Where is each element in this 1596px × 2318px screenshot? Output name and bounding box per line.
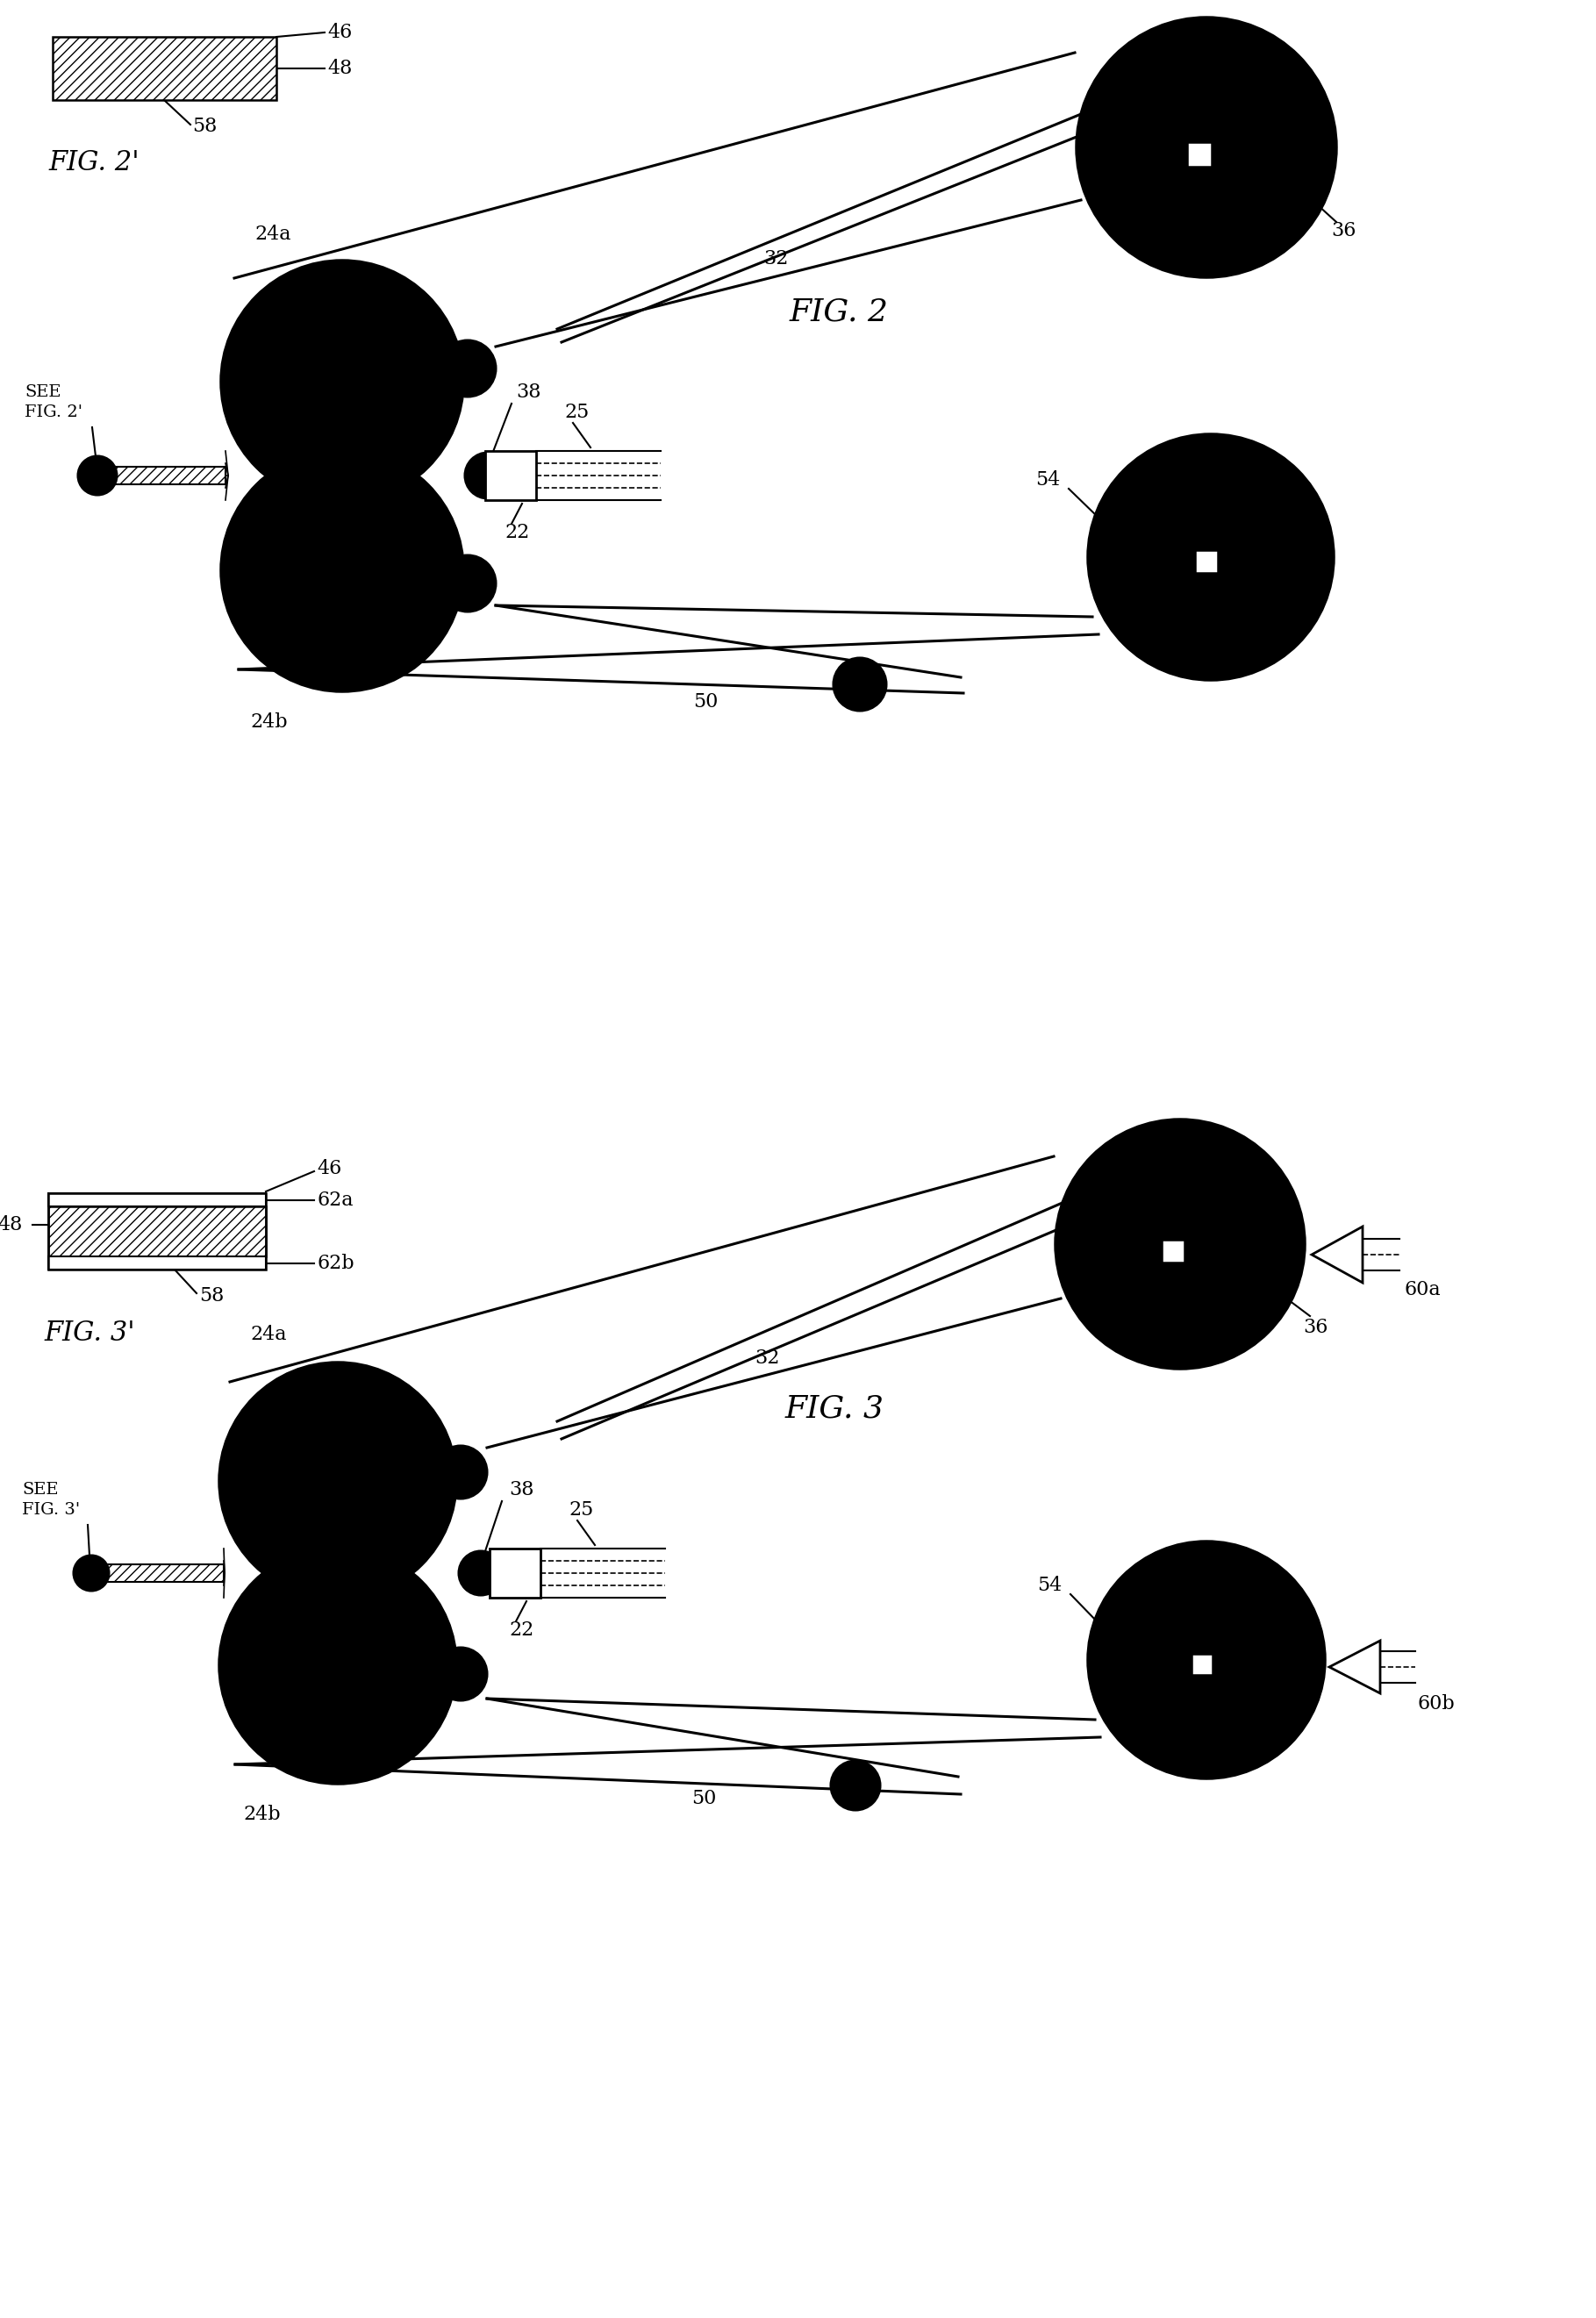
Circle shape bbox=[222, 450, 463, 691]
Text: FIG. 2': FIG. 2' bbox=[48, 151, 139, 176]
Text: 50: 50 bbox=[691, 1789, 717, 1808]
Text: 56: 56 bbox=[1259, 484, 1283, 503]
Text: 32: 32 bbox=[755, 1349, 779, 1368]
Circle shape bbox=[1130, 1208, 1218, 1296]
Bar bbox=[1187, 141, 1211, 167]
Text: 62a: 62a bbox=[316, 1191, 353, 1210]
Circle shape bbox=[464, 452, 511, 498]
Bar bbox=[53, 37, 276, 100]
Text: 25: 25 bbox=[563, 403, 589, 422]
Text: 32: 32 bbox=[763, 248, 788, 269]
Text: FIG. 2': FIG. 2' bbox=[24, 403, 83, 420]
Bar bbox=[1195, 549, 1218, 573]
Bar bbox=[48, 1194, 267, 1270]
Circle shape bbox=[222, 260, 463, 503]
Text: $\swarrow$40a: $\swarrow$40a bbox=[281, 1493, 335, 1509]
Text: 48: 48 bbox=[327, 58, 353, 79]
Bar bbox=[48, 1256, 267, 1270]
Text: 38: 38 bbox=[516, 382, 541, 401]
Text: $\nwarrow$40b: $\nwarrow$40b bbox=[271, 1639, 327, 1653]
Text: 24a: 24a bbox=[254, 225, 290, 243]
Text: 60b: 60b bbox=[1417, 1694, 1454, 1713]
Text: FIG. 3: FIG. 3 bbox=[785, 1393, 884, 1423]
Circle shape bbox=[1077, 19, 1336, 278]
Bar bbox=[48, 1194, 267, 1205]
Text: 24b: 24b bbox=[243, 1806, 281, 1824]
Polygon shape bbox=[1312, 1226, 1363, 1282]
Text: 46: 46 bbox=[316, 1159, 342, 1178]
Text: 36: 36 bbox=[1331, 220, 1357, 241]
Circle shape bbox=[1162, 1625, 1242, 1704]
Circle shape bbox=[439, 556, 496, 612]
Bar bbox=[490, 1548, 541, 1597]
Text: 52: 52 bbox=[1170, 1713, 1197, 1734]
Circle shape bbox=[439, 341, 496, 396]
Bar bbox=[48, 1205, 267, 1256]
Circle shape bbox=[1055, 1120, 1304, 1368]
Circle shape bbox=[832, 1762, 879, 1810]
Text: 24b: 24b bbox=[251, 712, 287, 732]
Bar bbox=[104, 1565, 223, 1581]
Circle shape bbox=[1088, 433, 1334, 679]
Circle shape bbox=[73, 1555, 109, 1590]
Circle shape bbox=[219, 1546, 456, 1783]
Circle shape bbox=[434, 1446, 487, 1497]
Text: $\nwarrow$40b: $\nwarrow$40b bbox=[281, 535, 335, 552]
Polygon shape bbox=[1329, 1641, 1381, 1694]
Text: 50: 50 bbox=[693, 693, 718, 712]
Text: 34: 34 bbox=[1114, 153, 1143, 174]
Text: 42: 42 bbox=[1229, 1175, 1253, 1194]
Text: 58: 58 bbox=[192, 116, 217, 137]
Circle shape bbox=[78, 457, 117, 494]
Text: 24a: 24a bbox=[251, 1326, 286, 1344]
Text: 52: 52 bbox=[1171, 617, 1199, 635]
Text: 62b: 62b bbox=[316, 1254, 354, 1273]
Text: FIG. 3': FIG. 3' bbox=[22, 1502, 80, 1518]
Text: FIG. 2: FIG. 2 bbox=[790, 297, 889, 327]
Circle shape bbox=[833, 658, 886, 712]
Text: 34: 34 bbox=[1088, 1249, 1116, 1270]
Text: 25: 25 bbox=[568, 1500, 594, 1521]
Text: $\swarrow$40a: $\swarrow$40a bbox=[281, 401, 335, 415]
Text: 54: 54 bbox=[1036, 471, 1060, 489]
Circle shape bbox=[1165, 519, 1248, 603]
Text: 56: 56 bbox=[1253, 1588, 1278, 1606]
Text: 54: 54 bbox=[1037, 1576, 1061, 1595]
Circle shape bbox=[1154, 109, 1245, 199]
Bar bbox=[1162, 1240, 1184, 1263]
Text: SEE: SEE bbox=[24, 385, 61, 401]
Text: 46: 46 bbox=[327, 23, 353, 42]
Text: 36: 36 bbox=[1302, 1319, 1328, 1337]
Bar bbox=[110, 466, 225, 484]
Text: 42: 42 bbox=[1256, 76, 1282, 95]
Text: 22: 22 bbox=[504, 524, 530, 542]
Text: 58: 58 bbox=[200, 1286, 223, 1305]
Bar bbox=[1192, 1653, 1213, 1676]
Circle shape bbox=[434, 1648, 487, 1701]
Text: 60a: 60a bbox=[1404, 1280, 1440, 1300]
Circle shape bbox=[460, 1551, 503, 1595]
Circle shape bbox=[1088, 1541, 1325, 1778]
Text: SEE: SEE bbox=[22, 1481, 59, 1497]
Bar bbox=[485, 452, 536, 501]
Text: FIG. 3': FIG. 3' bbox=[43, 1319, 134, 1347]
Text: 22: 22 bbox=[509, 1620, 533, 1639]
Circle shape bbox=[219, 1363, 456, 1599]
Text: 38: 38 bbox=[509, 1481, 535, 1500]
Text: 48: 48 bbox=[0, 1215, 22, 1235]
